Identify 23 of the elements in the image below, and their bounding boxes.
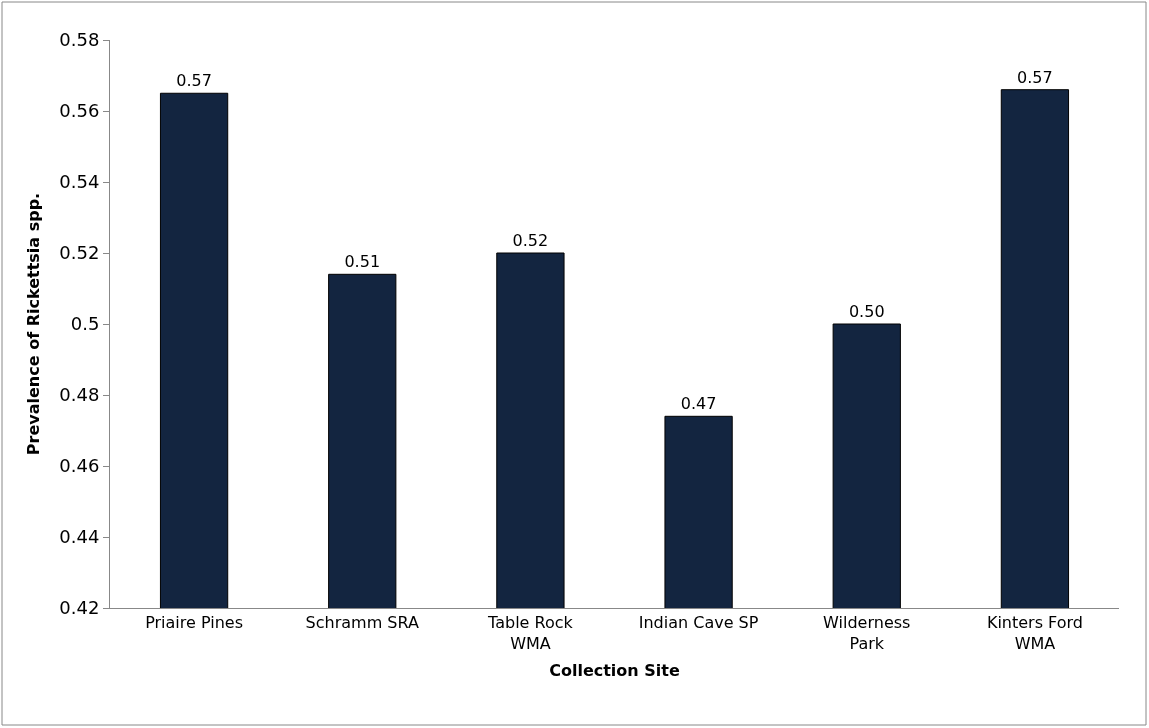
y-tick-label: 0.5 <box>70 313 100 335</box>
data-label: 0.57 <box>1017 67 1053 87</box>
y-tick-label: 0.56 <box>59 100 100 122</box>
y-tick-label: 0.42 <box>59 597 100 619</box>
x-tick-label: Wilderness Park <box>823 613 911 653</box>
y-axis-title: Prevalence of Rickettsia spp. <box>24 192 44 456</box>
data-label: 0.52 <box>512 231 549 250</box>
y-tick-label: 0.52 <box>59 242 100 264</box>
data-label: 0.50 <box>848 302 885 321</box>
y-tick-label: 0.44 <box>59 526 100 548</box>
data-label: 0.57 <box>176 71 212 91</box>
x-axis-title: Collection Site <box>549 660 680 680</box>
x-tick-label: Schramm SRA <box>305 613 419 633</box>
y-tick-label: 0.46 <box>59 455 100 477</box>
y-tick-label: 0.58 <box>59 29 100 51</box>
y-tick-label: 0.48 <box>59 384 100 406</box>
y-tick-label: 0.54 <box>59 171 100 193</box>
x-tick-label: Kinters Ford WMA <box>986 613 1083 653</box>
data-label: 0.51 <box>344 252 381 272</box>
x-tick-label: Table Rock WMA <box>487 613 574 653</box>
x-tick-label: Indian Cave SP <box>638 613 759 633</box>
data-label: 0.47 <box>680 394 717 414</box>
x-tick-label: Priaire Pines <box>145 613 244 633</box>
